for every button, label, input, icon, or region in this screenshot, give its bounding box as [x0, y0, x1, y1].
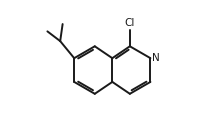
Text: Cl: Cl [125, 18, 135, 28]
Text: N: N [152, 53, 160, 63]
